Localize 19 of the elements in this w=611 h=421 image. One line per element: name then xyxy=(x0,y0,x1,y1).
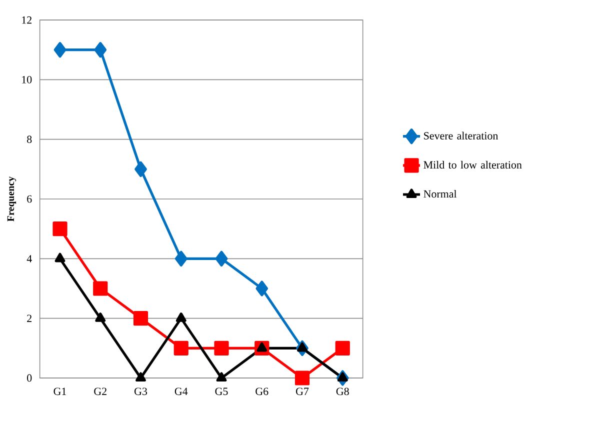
x-tick-label: G6 xyxy=(256,388,268,396)
x-tick-label: G8 xyxy=(336,388,349,396)
y-tick-label: 12 xyxy=(22,16,32,24)
y-tick-label: 8 xyxy=(27,136,32,144)
legend-label: Severe alteration xyxy=(424,132,498,140)
x-tick-label: G1 xyxy=(54,388,66,396)
legend-label: Normal xyxy=(424,190,457,198)
x-tick-label: G4 xyxy=(174,388,188,396)
legend-label: Mild to low alteration xyxy=(424,160,522,169)
x-tick-label: G3 xyxy=(134,388,148,396)
y-tick-label: 6 xyxy=(27,195,32,203)
x-tick-label: G7 xyxy=(296,388,309,396)
x-tick-label: G2 xyxy=(94,388,106,396)
x-tick-label: G5 xyxy=(215,388,228,396)
y-tick-label: 10 xyxy=(22,76,32,84)
y-tick-label: 0 xyxy=(27,374,32,382)
y-tick-label: 2 xyxy=(27,314,32,322)
y-axis-title: Frequency xyxy=(7,176,16,222)
y-tick-label: 4 xyxy=(26,255,32,262)
